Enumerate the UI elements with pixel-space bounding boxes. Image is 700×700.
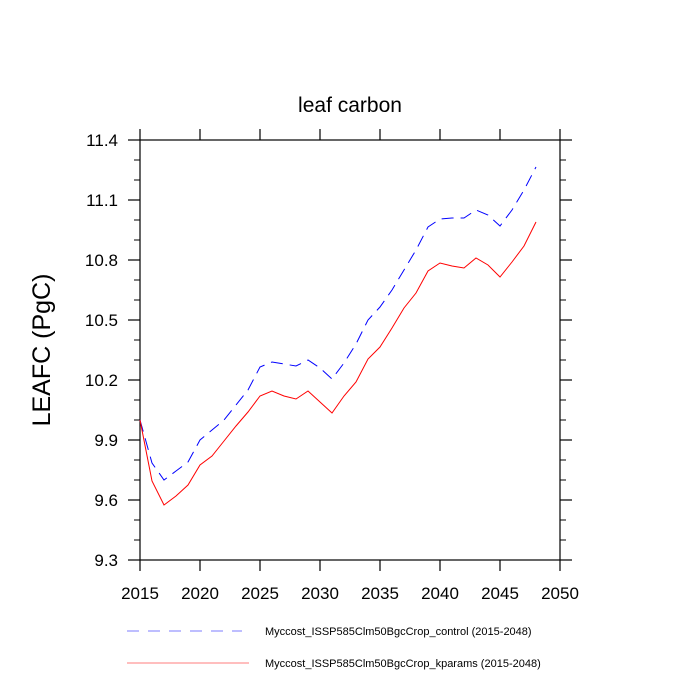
y-tick-label: 10.2 (85, 371, 118, 390)
legend-label-0: Myccost_ISSP585Clm50BgcCrop_control (201… (265, 626, 532, 638)
legend-label-1: Myccost_ISSP585Clm50BgcCrop_kparams (201… (265, 658, 541, 670)
x-tick-label: 2045 (481, 584, 519, 603)
x-tick-label: 2035 (361, 584, 399, 603)
y-tick-label: 9.6 (94, 491, 118, 510)
plot-frame (139, 139, 561, 561)
x-tick-label: 2050 (541, 584, 579, 603)
y-tick-label: 10.5 (85, 311, 118, 330)
x-tick-label: 2025 (241, 584, 279, 603)
chart-title: leaf carbon (298, 94, 402, 117)
series-line-0 (139, 166, 537, 481)
series-line-1 (139, 221, 537, 506)
y-axis-label: LEAFC (PgC) (28, 274, 56, 427)
y-tick-label: 10.8 (85, 251, 118, 270)
y-tick-label: 9.9 (94, 431, 118, 450)
y-tick-label: 11.4 (86, 131, 118, 150)
x-tick-label: 2015 (121, 584, 159, 603)
x-tick-label: 2020 (181, 584, 219, 603)
legend: Myccost_ISSP585Clm50BgcCrop_control (201… (127, 626, 541, 670)
x-tick-label: 2040 (421, 584, 459, 603)
y-tick-label: 9.3 (94, 551, 118, 570)
x-tick-label: 2030 (301, 584, 339, 603)
y-tick-label: 11.1 (86, 191, 118, 210)
series-group (139, 166, 537, 506)
axes: 2015 2020 2025 2030 2035 2040 2045 2050 9.3 9.6 9.… (85, 129, 579, 603)
